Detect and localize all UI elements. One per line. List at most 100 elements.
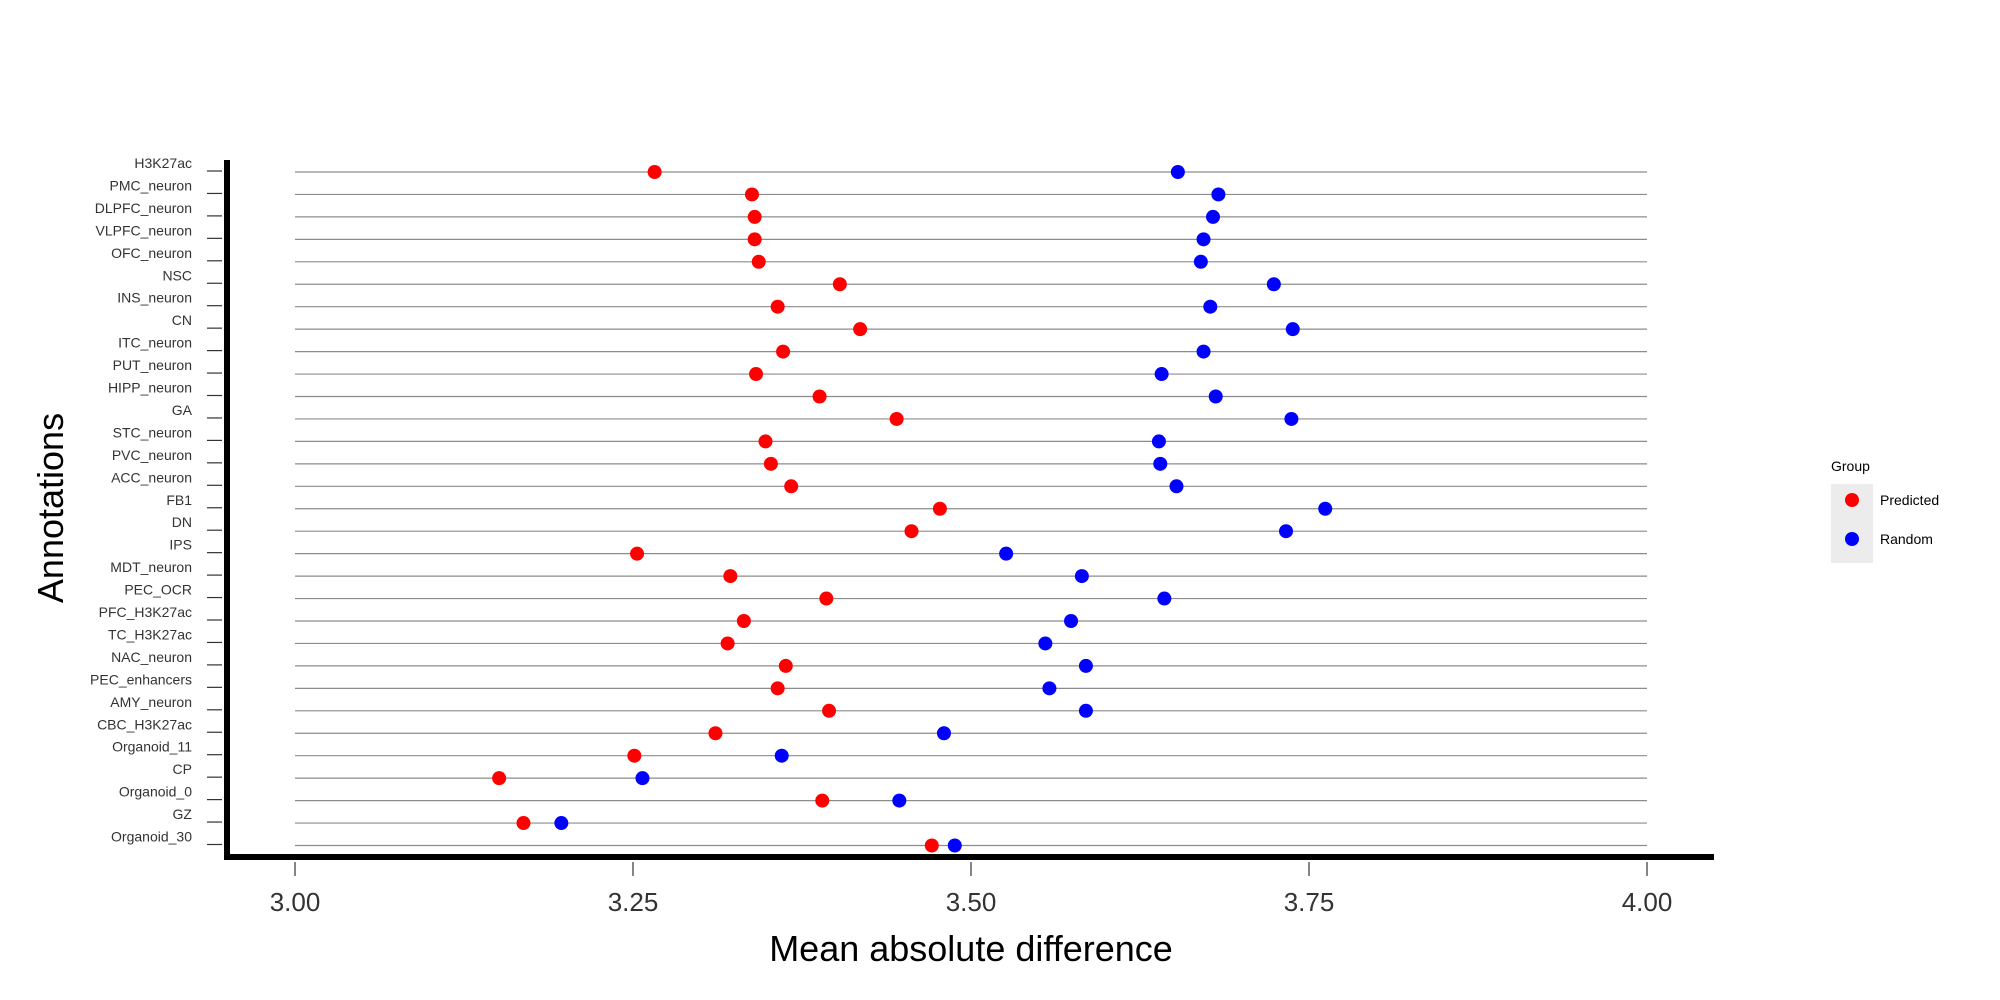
point-random-VLPFC_neuron: [1196, 232, 1211, 247]
category-label: H3K27ac: [134, 155, 192, 171]
point-random-ITC_neuron: [1196, 344, 1211, 359]
category-label: PMC_neuron: [110, 177, 193, 193]
point-random-DN: [1279, 524, 1294, 539]
point-random-OFC_neuron: [1193, 254, 1208, 269]
point-predicted-H3K27ac: [647, 165, 662, 179]
point-predicted-NSC: [832, 277, 847, 292]
category-label: ACC_neuron: [111, 469, 192, 485]
point-predicted-PEC_OCR: [819, 591, 834, 606]
point-random-FB1: [1318, 501, 1333, 516]
x-tick-label: 3.25: [608, 887, 659, 917]
point-random-DLPFC_neuron: [1206, 209, 1221, 224]
point-predicted-HIPP_neuron: [812, 389, 827, 404]
point-random-INS_neuron: [1203, 299, 1218, 314]
x-tick-marks: [294, 862, 1648, 876]
point-random-Organoid_30: [947, 838, 962, 853]
point-random-STC_neuron: [1151, 434, 1166, 449]
point-random-Organoid_11: [774, 748, 789, 763]
category-label: TC_H3K27ac: [108, 626, 192, 642]
x-axis-title: Mean absolute difference: [769, 928, 1173, 969]
point-predicted-CN: [853, 322, 868, 337]
point-random-PVC_neuron: [1153, 456, 1168, 471]
point-predicted-FB1: [932, 501, 947, 516]
point-predicted-PVC_neuron: [763, 456, 778, 471]
point-random-NAC_neuron: [1078, 658, 1093, 673]
point-random-CP: [635, 771, 650, 786]
category-label: PEC_enhancers: [90, 671, 192, 687]
point-random-CN: [1285, 322, 1300, 337]
category-label: PEC_OCR: [124, 582, 192, 598]
category-label: VLPFC_neuron: [95, 222, 192, 238]
point-predicted-DN: [904, 524, 919, 539]
category-label: MDT_neuron: [110, 559, 192, 575]
point-random-PEC_OCR: [1157, 591, 1172, 606]
category-label: STC_neuron: [113, 424, 192, 440]
category-label: HIPP_neuron: [108, 380, 192, 396]
point-predicted-AMY_neuron: [822, 703, 837, 718]
point-predicted-ITC_neuron: [776, 344, 791, 359]
category-label: CN: [172, 312, 192, 328]
point-predicted-OFC_neuron: [751, 254, 766, 269]
x-tick-label: 3.50: [946, 887, 997, 917]
category-label: GZ: [173, 806, 193, 822]
category-label: OFC_neuron: [111, 245, 192, 261]
category-label: DN: [172, 514, 192, 530]
category-label: DLPFC_neuron: [95, 200, 192, 216]
category-label: NSC: [162, 267, 192, 283]
point-predicted-INS_neuron: [770, 299, 785, 314]
point-random-CBC_H3K27ac: [936, 726, 951, 741]
point-random-HIPP_neuron: [1208, 389, 1223, 404]
category-label: PVC_neuron: [112, 447, 192, 463]
point-predicted-STC_neuron: [758, 434, 773, 449]
point-predicted-GZ: [516, 816, 531, 831]
y-axis-title: Annotations: [30, 413, 71, 603]
point-random-PFC_H3K27ac: [1064, 614, 1079, 628]
point-predicted-GA: [889, 411, 904, 426]
point-predicted-NAC_neuron: [778, 658, 793, 673]
point-random-GA: [1284, 411, 1299, 426]
point-predicted-ACC_neuron: [784, 479, 799, 494]
point-predicted-Organoid_11: [627, 748, 642, 763]
point-predicted-Organoid_30: [924, 838, 939, 853]
category-label: CBC_H3K27ac: [97, 716, 192, 732]
category-label: IPS: [169, 537, 192, 553]
point-random-PUT_neuron: [1154, 367, 1169, 382]
category-label: PUT_neuron: [113, 357, 192, 373]
point-random-TC_H3K27ac: [1038, 636, 1053, 651]
category-labels: H3K27ac PMC_neuron DLPFC_neuron VLPFC_neuro…: [90, 155, 193, 845]
legend-key-predicted: [1845, 493, 1859, 507]
point-random-AMY_neuron: [1078, 703, 1093, 718]
point-random-Organoid_0: [892, 793, 907, 808]
point-random-PMC_neuron: [1211, 187, 1226, 202]
category-label: Organoid_11: [112, 739, 192, 755]
point-predicted-DLPFC_neuron: [747, 209, 762, 224]
point-random-NSC: [1266, 277, 1281, 292]
point-random-IPS: [999, 546, 1014, 561]
point-predicted-MDT_neuron: [723, 569, 738, 584]
x-tick-label: 3.75: [1284, 887, 1335, 917]
legend-title: Group: [1831, 458, 1870, 474]
point-random-PEC_enhancers: [1042, 681, 1057, 696]
point-random-H3K27ac: [1170, 165, 1185, 179]
legend-label-random: Random: [1880, 531, 1933, 547]
category-label: FB1: [166, 492, 192, 508]
category-label: PFC_H3K27ac: [99, 604, 192, 620]
x-tick-label: 4.00: [1622, 887, 1673, 917]
point-predicted-VLPFC_neuron: [747, 232, 762, 247]
category-label: INS_neuron: [117, 290, 192, 306]
point-predicted-CBC_H3K27ac: [708, 726, 723, 741]
category-label: GA: [172, 402, 193, 418]
legend: Group Predicted Random: [1831, 458, 1939, 563]
category-label: AMY_neuron: [110, 694, 192, 710]
category-label: Organoid_30: [111, 829, 192, 845]
point-random-MDT_neuron: [1074, 569, 1089, 584]
data-points: [492, 165, 1333, 853]
point-random-GZ: [554, 816, 569, 831]
x-tick-label: 3.00: [270, 887, 321, 917]
category-label: CP: [173, 761, 192, 777]
category-gridlines: [295, 171, 1647, 847]
category-label: NAC_neuron: [111, 649, 192, 665]
point-predicted-PFC_H3K27ac: [736, 614, 751, 628]
point-random-ACC_neuron: [1169, 479, 1184, 494]
